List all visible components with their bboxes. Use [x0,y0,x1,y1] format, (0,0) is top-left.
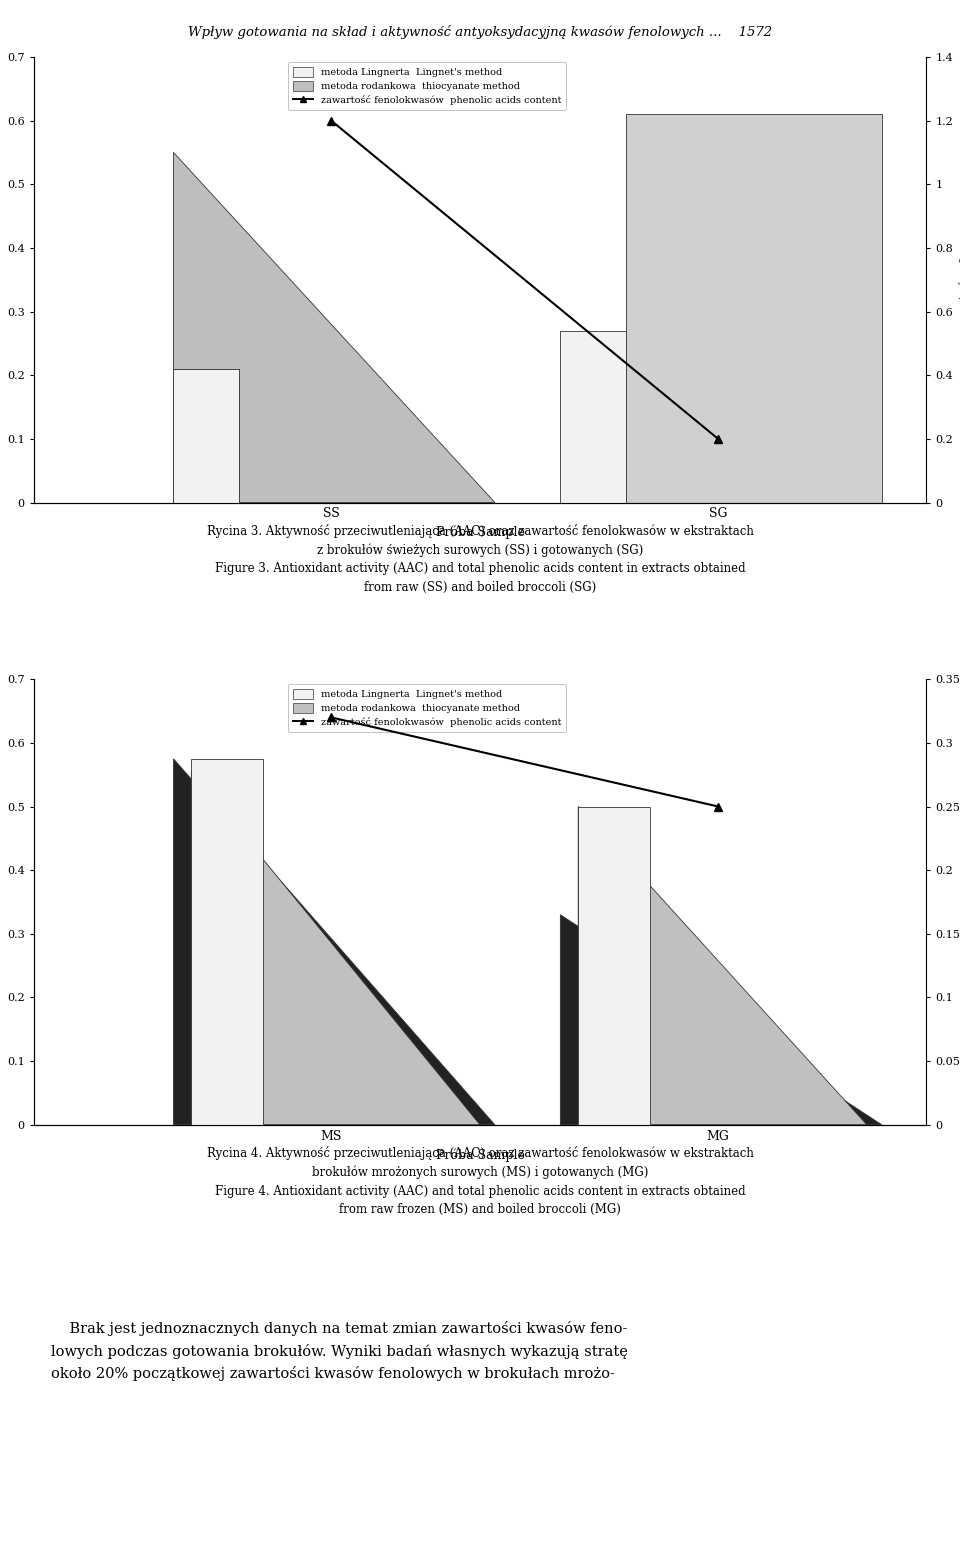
Polygon shape [578,807,867,1125]
Text: Brak jest jednoznacznych danych na temat zmian zawartości kwasów feno-
lowych po: Brak jest jednoznacznych danych na temat… [52,1321,629,1381]
Polygon shape [191,759,263,1125]
Text: Rycina 4. Aktywność przeciwutleniająca (AAC) oraz zawartość fenolokwasów w ekstr: Rycina 4. Aktywność przeciwutleniająca (… [206,1145,754,1217]
Y-axis label: AAC: AAC [0,888,3,916]
Legend: metoda Lingnerta  Lingnet's method, metoda rodankowa  thiocyanate method, zawart: metoda Lingnerta Lingnet's method, metod… [288,684,565,733]
X-axis label: Próba Sample: Próba Sample [436,526,524,540]
Legend: metoda Lingnerta  Lingnet's method, metoda rodankowa  thiocyanate method, zawart: metoda Lingnerta Lingnet's method, metod… [288,62,565,110]
Y-axis label: μg/g ś.m f.w.: μg/g ś.m f.w. [959,244,960,315]
Polygon shape [626,115,881,503]
Polygon shape [174,369,239,503]
Y-axis label: AAC: AAC [0,265,3,293]
Polygon shape [561,914,881,1125]
Text: Wpływ gotowania na skład i aktywność antyoksydacyjną kwasów fenolowych ...    15: Wpływ gotowania na skład i aktywność ant… [188,25,772,39]
Polygon shape [174,759,495,1125]
Polygon shape [191,771,480,1125]
Polygon shape [174,369,239,503]
Polygon shape [561,331,626,503]
X-axis label: Próba Sample: Próba Sample [436,1148,524,1162]
Polygon shape [578,807,650,1125]
Polygon shape [174,152,495,503]
Text: Rycina 3. Aktywność przeciwutleniająca (AAC) oraz zawartość fenolokwasów w ekstr: Rycina 3. Aktywność przeciwutleniająca (… [206,523,754,594]
